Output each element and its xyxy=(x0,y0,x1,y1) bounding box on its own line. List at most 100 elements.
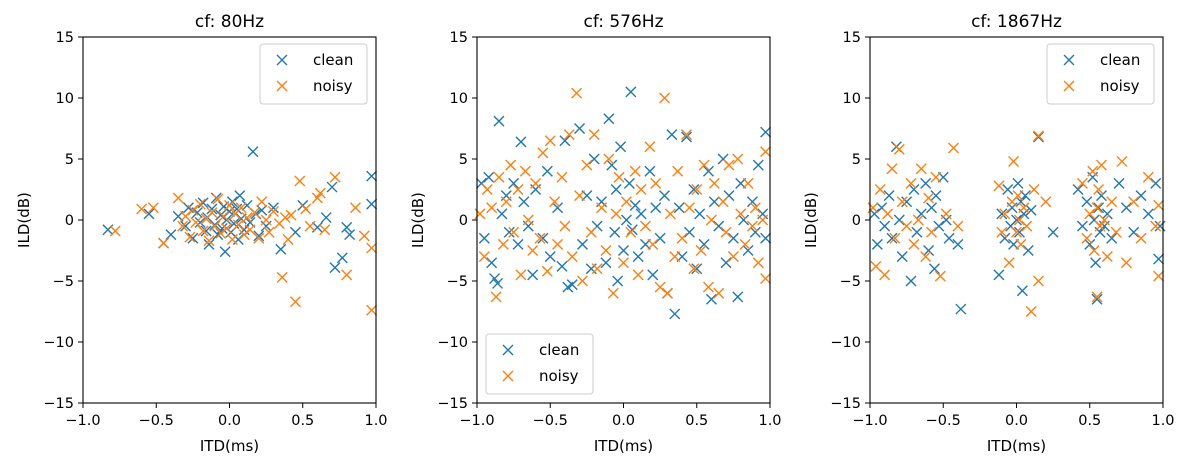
data-point-noisy xyxy=(187,204,199,216)
data-point-clean xyxy=(1015,196,1027,208)
data-point-clean xyxy=(1095,190,1107,202)
data-point-noisy xyxy=(732,153,744,165)
legend-marker-clean xyxy=(502,344,514,356)
data-point-noisy xyxy=(618,257,629,269)
data-point-clean xyxy=(512,238,524,250)
data-point-clean xyxy=(559,135,571,147)
data-point-noisy xyxy=(512,184,524,195)
data-point-clean xyxy=(180,220,192,232)
data-point-clean xyxy=(901,196,913,208)
data-point-noisy xyxy=(664,208,676,220)
data-point-clean xyxy=(713,220,725,232)
data-point-noisy xyxy=(329,171,341,183)
data-point-noisy xyxy=(1015,238,1027,250)
data-point-clean xyxy=(760,232,772,244)
data-point-clean xyxy=(574,123,586,134)
data-point-noisy xyxy=(672,165,684,177)
data-point-clean xyxy=(493,115,505,127)
data-point-noisy xyxy=(625,226,637,238)
y-tick-label: −15 xyxy=(43,396,74,412)
data-point-clean xyxy=(256,204,268,216)
data-point-noisy xyxy=(184,231,196,243)
x-axis-label: ITD(ms) xyxy=(200,437,259,455)
data-point-noisy xyxy=(534,232,546,244)
x-axis-label: ITD(ms) xyxy=(594,437,653,455)
data-point-noisy xyxy=(1101,251,1113,263)
x-tick-label: 1.0 xyxy=(364,413,387,429)
y-tick-label: 0 xyxy=(65,213,74,229)
data-point-noisy xyxy=(194,198,206,210)
data-point-noisy xyxy=(508,226,520,238)
subplot-title: cf: 80Hz xyxy=(195,12,264,32)
legend-label-clean: clean xyxy=(313,51,353,69)
data-point-clean xyxy=(930,190,942,202)
data-point-clean xyxy=(625,86,637,98)
x-axis-label: ITD(ms) xyxy=(987,437,1046,455)
data-point-clean xyxy=(669,308,681,320)
data-point-noisy xyxy=(563,129,575,141)
series-noisy xyxy=(474,87,772,303)
data-point-noisy xyxy=(893,143,905,155)
data-point-clean xyxy=(943,232,955,244)
data-point-clean xyxy=(923,245,935,256)
data-point-clean xyxy=(212,229,224,241)
data-point-clean xyxy=(635,208,647,220)
data-point-clean xyxy=(683,226,695,238)
data-point-clean xyxy=(647,269,659,281)
data-point-clean xyxy=(1084,238,1096,250)
data-point-clean xyxy=(1101,208,1113,220)
data-point-clean xyxy=(253,230,265,242)
data-point-clean xyxy=(746,196,758,208)
data-point-noisy xyxy=(760,146,772,158)
data-point-clean xyxy=(698,238,710,250)
data-point-noisy xyxy=(1098,214,1110,226)
data-point-noisy xyxy=(632,269,644,281)
data-point-noisy xyxy=(996,226,1008,238)
data-point-noisy xyxy=(588,129,600,141)
data-point-clean xyxy=(1128,226,1140,238)
y-tick-label: −5 xyxy=(53,274,74,290)
data-point-noisy xyxy=(702,281,714,293)
data-point-clean xyxy=(219,246,231,258)
legend-marker-noisy xyxy=(1063,80,1075,92)
data-point-clean xyxy=(928,263,940,275)
data-point-noisy xyxy=(1025,306,1037,317)
subplot-title: cf: 576Hz xyxy=(583,12,663,32)
data-point-clean xyxy=(541,165,553,177)
data-point-noisy xyxy=(576,275,588,287)
data-point-clean xyxy=(336,252,348,264)
x-tick-label: 0.0 xyxy=(612,413,635,429)
data-point-noisy xyxy=(147,202,159,214)
y-tick-label: −5 xyxy=(840,274,861,290)
data-point-noisy xyxy=(1011,226,1022,238)
data-point-clean xyxy=(650,202,662,214)
legend: clean noisy xyxy=(259,43,368,105)
data-point-noisy xyxy=(659,92,671,104)
data-point-clean xyxy=(955,303,967,315)
legend-label-noisy: noisy xyxy=(1100,77,1140,95)
data-point-noisy xyxy=(727,251,739,263)
data-point-noisy xyxy=(486,202,498,214)
y-tick-label: −15 xyxy=(437,396,468,412)
data-point-noisy xyxy=(366,242,378,254)
x-tick-label: 1.0 xyxy=(1151,413,1174,429)
data-point-noisy xyxy=(629,165,641,177)
data-point-noisy xyxy=(999,208,1011,220)
data-point-noisy xyxy=(358,230,370,242)
data-point-noisy xyxy=(493,171,505,183)
data-point-clean xyxy=(492,277,504,289)
data-point-clean xyxy=(654,232,666,244)
data-point-noisy xyxy=(522,214,534,226)
data-point-noisy xyxy=(760,273,772,285)
data-point-noisy xyxy=(1012,190,1024,202)
data-point-clean xyxy=(720,257,732,269)
data-point-clean xyxy=(143,208,155,220)
data-point-clean xyxy=(366,170,378,182)
data-point-clean xyxy=(515,136,527,148)
data-point-clean xyxy=(206,203,218,215)
data-point-noisy xyxy=(635,184,647,195)
data-point-clean xyxy=(673,202,685,214)
data-point-clean xyxy=(275,243,287,255)
data-point-noisy xyxy=(341,269,353,281)
